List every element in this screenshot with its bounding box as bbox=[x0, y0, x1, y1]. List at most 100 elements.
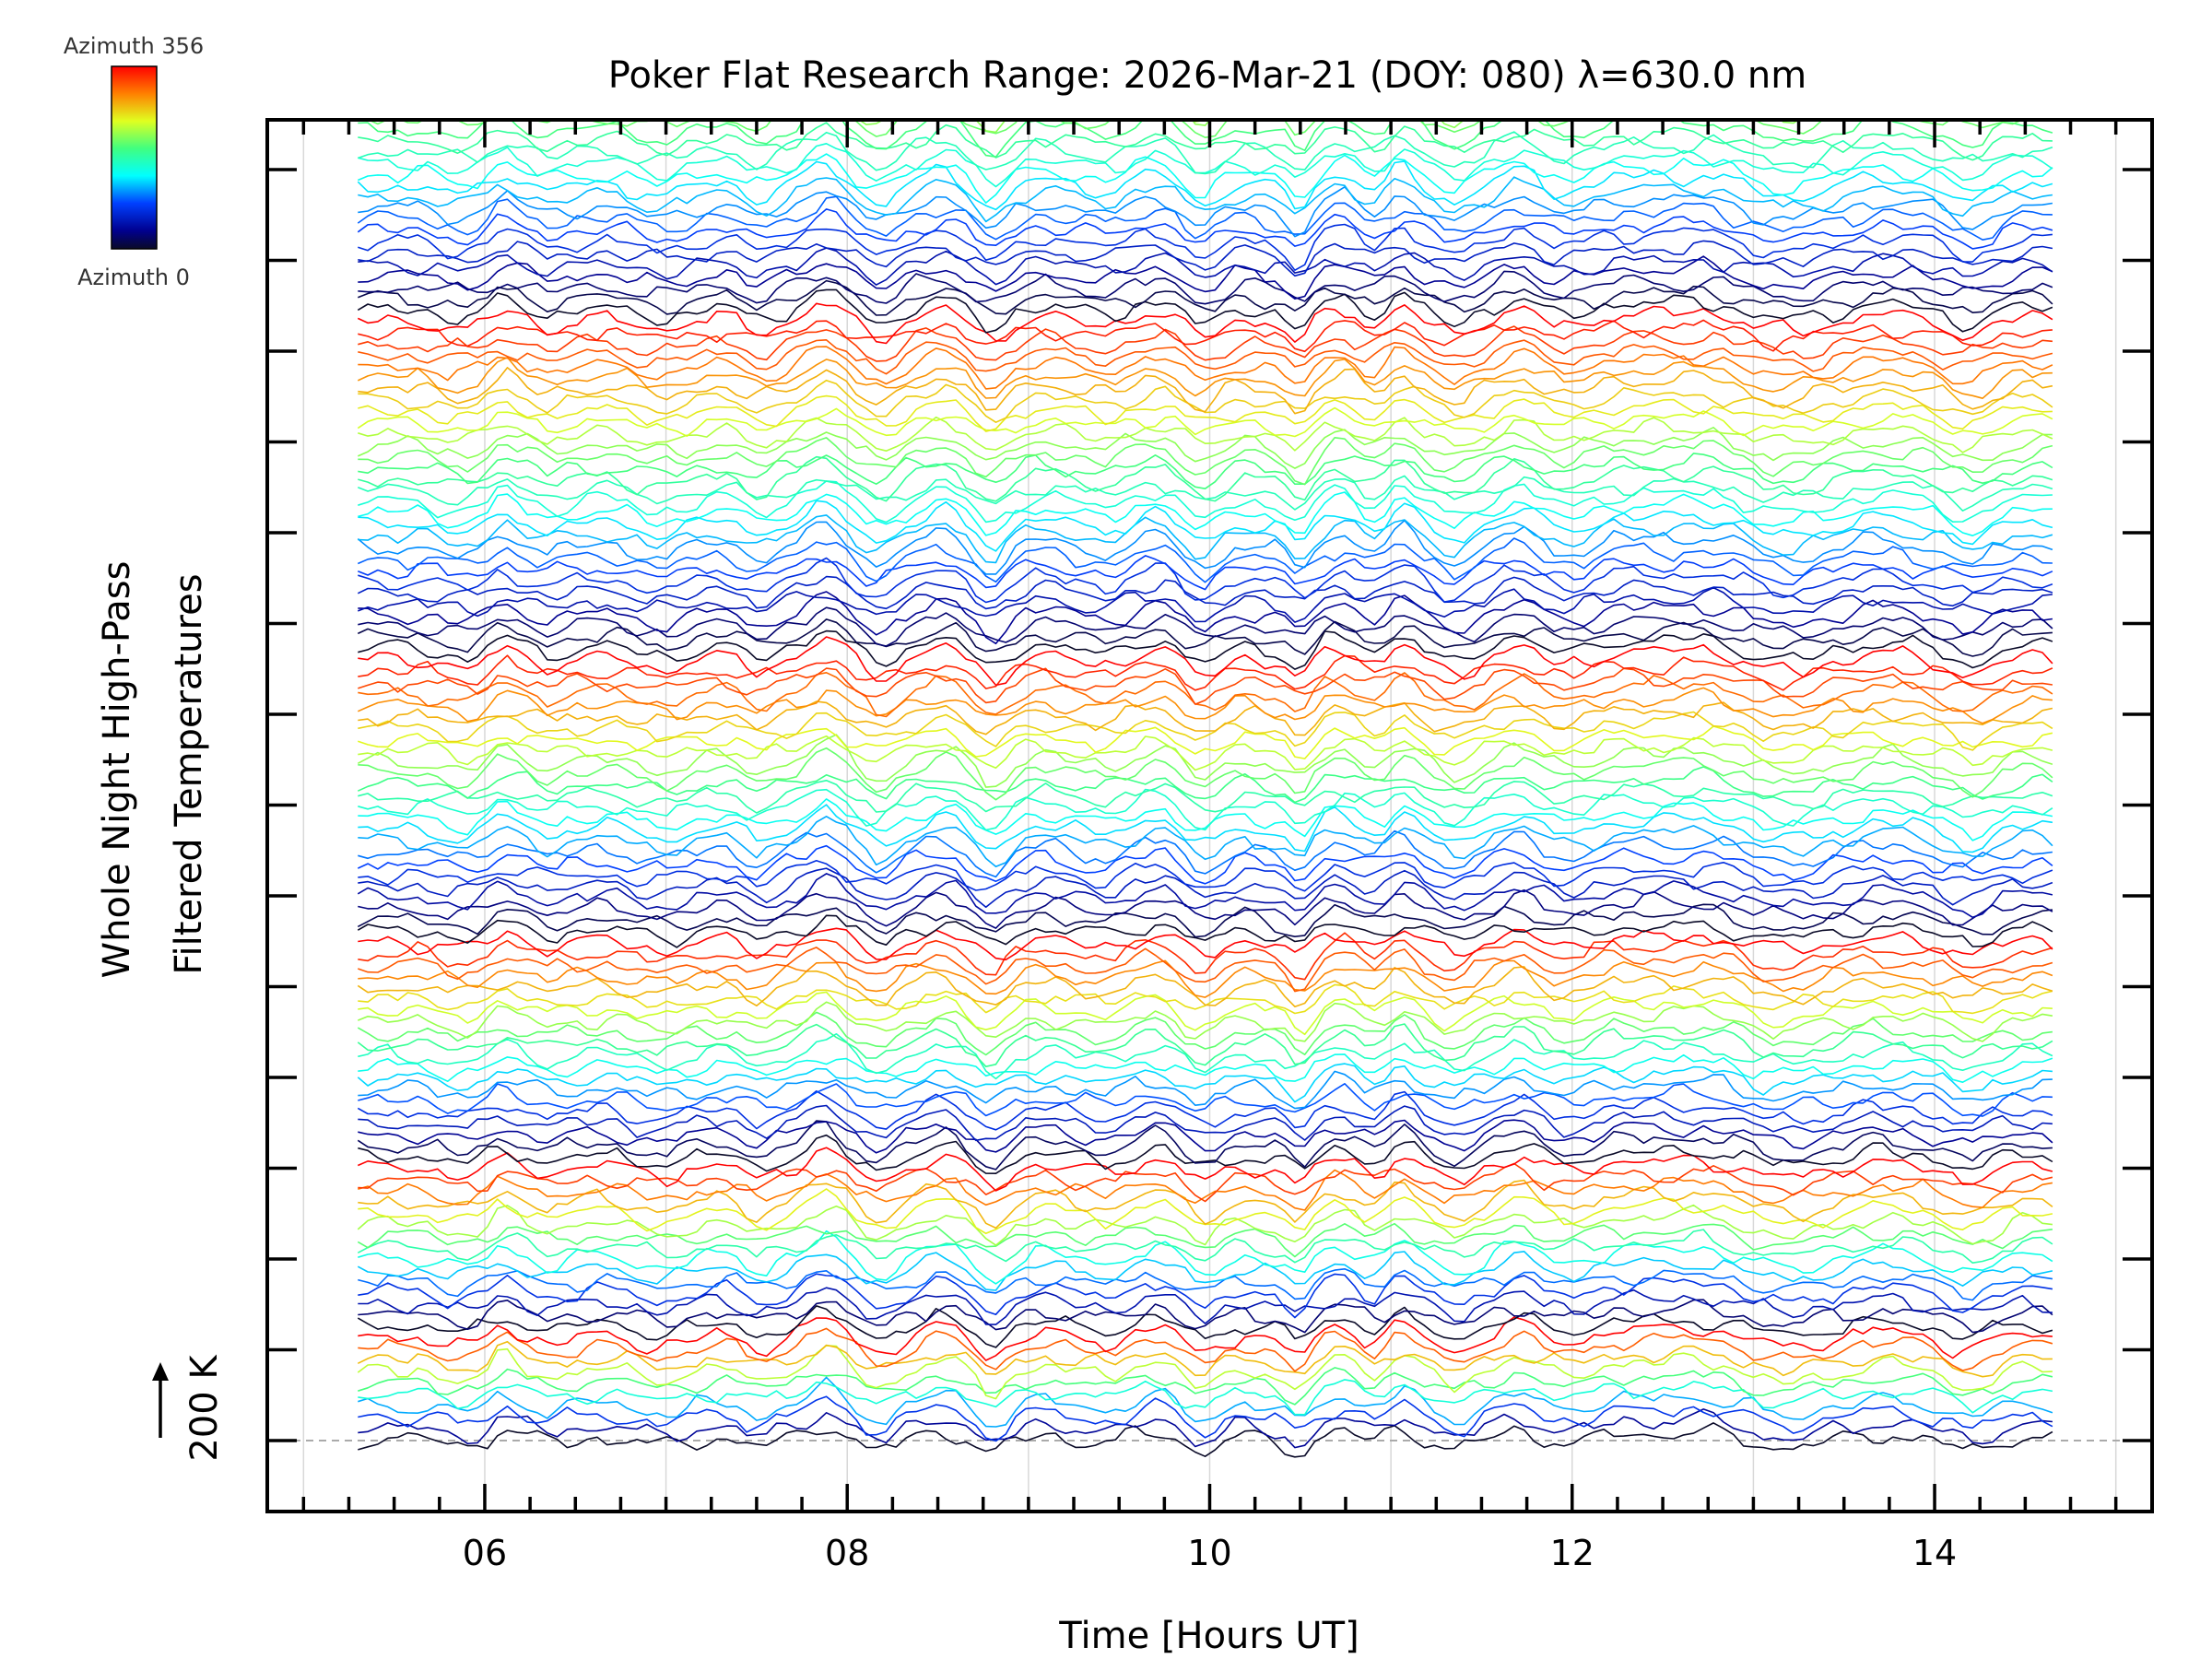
temperature-trace bbox=[358, 1327, 2053, 1372]
temperature-trace bbox=[358, 888, 2053, 929]
temperature-trace bbox=[358, 1268, 2053, 1301]
temperature-trace bbox=[860, 122, 1797, 134]
x-tick-label: 06 bbox=[463, 1533, 507, 1573]
temperature-trace bbox=[358, 555, 2053, 591]
temperature-trace bbox=[357, 519, 2053, 575]
colorbar-gradient bbox=[111, 65, 158, 250]
temperature-trace bbox=[357, 966, 2053, 1007]
temperature-trace bbox=[358, 0, 2053, 26]
temperature-trace bbox=[358, 1119, 2053, 1154]
temperature-trace bbox=[358, 725, 2053, 759]
temperature-trace bbox=[358, 1001, 2053, 1042]
temperature-trace bbox=[357, 427, 2053, 469]
temperature-trace bbox=[358, 798, 2053, 841]
temperature-trace bbox=[357, 618, 2053, 657]
temperature-trace bbox=[357, 406, 2053, 438]
colorbar-min-label: Azimuth 0 bbox=[77, 265, 190, 290]
temperature-trace bbox=[358, 1376, 2053, 1428]
temperature-trace bbox=[358, 672, 2053, 718]
temperature-trace bbox=[358, 1395, 2053, 1442]
temperature-trace bbox=[358, 830, 2053, 878]
temperature-trace bbox=[358, 1408, 2053, 1449]
temperature-trace bbox=[358, 606, 2053, 647]
x-tick-label: 14 bbox=[1912, 1533, 1957, 1573]
temperature-trace bbox=[357, 537, 2053, 583]
temperature-trace bbox=[358, 176, 2053, 223]
temperature-trace bbox=[358, 455, 2053, 502]
temperature-trace bbox=[357, 160, 2053, 211]
temperature-trace bbox=[358, 122, 2020, 138]
temperature-trace bbox=[358, 586, 2053, 623]
temperature-trace bbox=[357, 1222, 2053, 1258]
temperature-trace bbox=[358, 1104, 2053, 1142]
temperature-trace bbox=[357, 575, 2053, 610]
temperature-trace bbox=[358, 1299, 2053, 1334]
temperature-trace bbox=[358, 437, 2053, 486]
temperature-trace bbox=[358, 240, 2053, 277]
temperature-trace bbox=[358, 279, 2053, 316]
temperature-trace bbox=[358, 0, 2053, 23]
temperature-trace bbox=[357, 302, 2053, 345]
temperature-trace bbox=[358, 453, 2053, 489]
temperature-trace bbox=[358, 1422, 2053, 1458]
temperature-trace bbox=[357, 1251, 2053, 1291]
temperature-trace bbox=[358, 927, 2053, 961]
y-axis-label-line1: Whole Night High-Pass bbox=[96, 561, 138, 979]
temperature-trace bbox=[358, 1379, 2053, 1416]
temperature-trace bbox=[358, 780, 2053, 814]
temperature-trace bbox=[358, 1083, 2053, 1117]
temperature-trace bbox=[358, 557, 2053, 604]
temperature-trace bbox=[358, 416, 2053, 453]
temperature-trace bbox=[358, 131, 2053, 175]
temperature-trace bbox=[358, 122, 2053, 161]
temperature-trace bbox=[358, 591, 2053, 645]
temperature-trace bbox=[358, 346, 2053, 390]
temperature-trace bbox=[358, 932, 2053, 981]
temperature-trace bbox=[357, 357, 2053, 399]
temperature-trace bbox=[357, 844, 2053, 885]
temperature-trace bbox=[357, 1345, 2053, 1400]
temperature-trace bbox=[358, 514, 2053, 564]
axis-ticks bbox=[267, 120, 2152, 1512]
temperature-trace bbox=[358, 947, 2053, 993]
temperature-trace bbox=[358, 860, 2053, 892]
temperature-trace bbox=[358, 339, 2053, 375]
temperature-trace bbox=[358, 122, 2053, 158]
temperature-trace bbox=[358, 629, 2053, 670]
temperature-trace bbox=[358, 1070, 2053, 1110]
temperature-trace bbox=[358, 1134, 2053, 1174]
temperature-trace bbox=[358, 500, 2053, 552]
temperature-trace bbox=[358, 367, 2053, 415]
temperature-trace bbox=[357, 1147, 2053, 1192]
temperature-trace bbox=[357, 914, 2053, 948]
temperature-trace bbox=[358, 1188, 2053, 1235]
temperature-trace bbox=[357, 1305, 2053, 1348]
temperature-trace bbox=[357, 1011, 2053, 1056]
temperature-trace bbox=[358, 1179, 2053, 1230]
temperature-trace bbox=[358, 654, 2053, 691]
temperature-trace bbox=[358, 491, 2053, 536]
temperature-trace bbox=[358, 0, 2053, 4]
temperature-trace bbox=[358, 867, 2053, 908]
temperature-trace bbox=[358, 788, 2053, 831]
temperature-trace bbox=[358, 394, 2053, 432]
temperature-trace bbox=[357, 1090, 2053, 1131]
scale-arrow-head bbox=[152, 1362, 169, 1381]
temperature-trace bbox=[358, 1230, 2053, 1285]
temperature-trace bbox=[358, 735, 2053, 771]
temperature-trace bbox=[357, 903, 2053, 938]
x-tick-label: 10 bbox=[1187, 1533, 1231, 1573]
temperature-trace bbox=[358, 1273, 2053, 1319]
temperature-trace bbox=[357, 1229, 2053, 1264]
temperature-trace bbox=[358, 255, 2053, 300]
temperature-trace bbox=[357, 1340, 2053, 1378]
temperature-trace bbox=[358, 247, 2053, 286]
colorbar-max-label: Azimuth 356 bbox=[64, 33, 204, 59]
temperature-trace bbox=[358, 1316, 2053, 1361]
temperature-trace bbox=[358, 1053, 2053, 1083]
azimuth-colorbar: Azimuth 356 Azimuth 0 bbox=[64, 33, 204, 290]
temperature-trace bbox=[357, 873, 2053, 919]
temperature-trace bbox=[358, 1169, 2053, 1211]
chart-title: Poker Flat Research Range: 2026-Mar-21 (… bbox=[608, 54, 1806, 97]
